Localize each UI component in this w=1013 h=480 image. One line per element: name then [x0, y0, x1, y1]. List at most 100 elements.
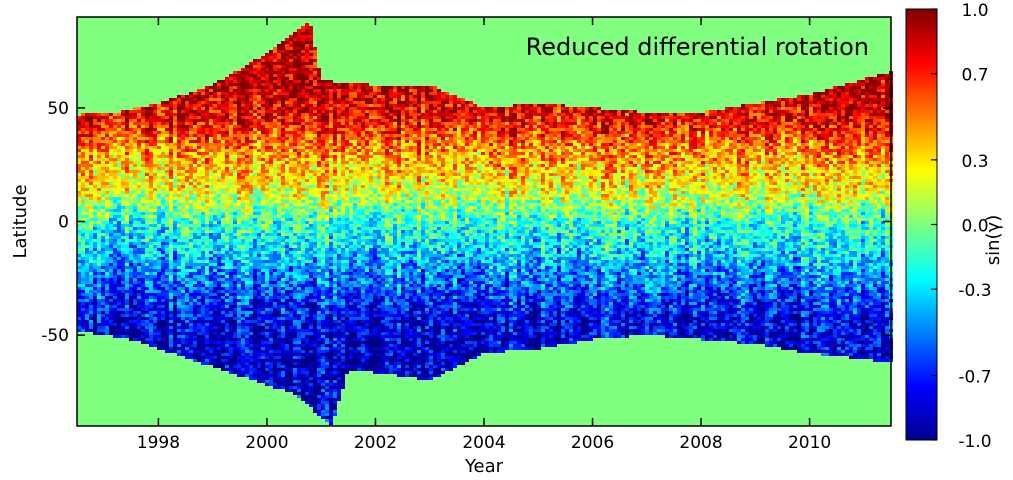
heatmap-cell — [213, 239, 217, 242]
heatmap-cell — [173, 347, 177, 350]
heatmap-cell — [113, 266, 117, 269]
heatmap-cell — [133, 206, 137, 209]
heatmap-cell — [233, 104, 237, 107]
heatmap-cell — [265, 284, 269, 287]
heatmap-cell — [265, 53, 269, 56]
heatmap-cell — [213, 140, 217, 143]
heatmap-cell — [125, 329, 129, 332]
heatmap-cell — [221, 233, 225, 236]
heatmap-cell — [153, 287, 157, 290]
heatmap-cell — [133, 116, 137, 119]
heatmap-cell — [197, 194, 201, 197]
heatmap-cell — [133, 317, 137, 320]
heatmap-cell — [229, 221, 233, 224]
heatmap-cell — [89, 179, 93, 182]
heatmap-cell — [93, 296, 97, 299]
heatmap-cell — [165, 101, 169, 104]
heatmap-cell — [221, 182, 225, 185]
heatmap-cell — [177, 116, 181, 119]
heatmap-cell — [213, 251, 217, 254]
heatmap-cell — [269, 62, 273, 65]
heatmap-cell — [81, 326, 85, 329]
heatmap-cell — [265, 167, 269, 170]
heatmap-cell — [85, 197, 89, 200]
heatmap-cell — [209, 284, 213, 287]
heatmap-cell — [277, 116, 281, 119]
heatmap-cell — [289, 368, 293, 371]
heatmap-cell — [201, 272, 205, 275]
heatmap-cell — [257, 263, 261, 266]
heatmap-cell — [241, 227, 245, 230]
heatmap-cell — [285, 83, 289, 86]
heatmap-cell — [161, 212, 165, 215]
heatmap-cell — [293, 374, 297, 377]
heatmap-cell — [229, 311, 233, 314]
heatmap-cell — [277, 320, 281, 323]
heatmap-cell — [169, 245, 173, 248]
heatmap-cell — [257, 377, 261, 380]
heatmap-cell — [261, 371, 265, 374]
heatmap-cell — [173, 164, 177, 167]
heatmap-cell — [169, 182, 173, 185]
heatmap-cell — [145, 173, 149, 176]
heatmap-cell — [213, 155, 217, 158]
heatmap-cell — [261, 233, 265, 236]
heatmap-cell — [121, 317, 125, 320]
heatmap-cell — [229, 101, 233, 104]
heatmap-cell — [229, 167, 233, 170]
heatmap-cell — [85, 278, 89, 281]
heatmap-cell — [225, 89, 229, 92]
heatmap-cell — [149, 245, 153, 248]
heatmap-cell — [149, 284, 153, 287]
heatmap-cell — [89, 221, 93, 224]
heatmap-cell — [205, 137, 209, 140]
heatmap-cell — [101, 242, 105, 245]
heatmap-cell — [157, 260, 161, 263]
heatmap-cell — [189, 203, 193, 206]
heatmap-cell — [137, 191, 141, 194]
heatmap-cell — [97, 305, 101, 308]
heatmap-cell — [241, 101, 245, 104]
heatmap-cell — [269, 149, 273, 152]
heatmap-cell — [125, 164, 129, 167]
heatmap-cell — [137, 173, 141, 176]
heatmap-cell — [197, 158, 201, 161]
heatmap-cell — [77, 125, 81, 128]
heatmap-cell — [137, 128, 141, 131]
heatmap-cell — [229, 347, 233, 350]
heatmap-cell — [217, 314, 221, 317]
heatmap-cell — [109, 263, 113, 266]
heatmap-cell — [205, 260, 209, 263]
heatmap-cell — [77, 212, 81, 215]
heatmap-cell — [221, 314, 225, 317]
heatmap-cell — [109, 290, 113, 293]
heatmap-cell — [265, 182, 269, 185]
heatmap-cell — [165, 284, 169, 287]
heatmap-cell — [129, 152, 133, 155]
heatmap-cell — [105, 260, 109, 263]
heatmap-cell — [93, 137, 97, 140]
heatmap-cell — [181, 347, 185, 350]
heatmap-cell — [201, 104, 205, 107]
heatmap-cell — [197, 254, 201, 257]
heatmap-cell — [109, 167, 113, 170]
heatmap-cell — [185, 314, 189, 317]
heatmap-cell — [85, 188, 89, 191]
heatmap-cell — [97, 227, 101, 230]
heatmap-cell — [173, 101, 177, 104]
heatmap-cell — [193, 329, 197, 332]
heatmap-cell — [185, 203, 189, 206]
heatmap-cell — [257, 80, 261, 83]
heatmap-cell — [125, 200, 129, 203]
heatmap-cell — [193, 194, 197, 197]
heatmap-cell — [265, 119, 269, 122]
heatmap-cell — [157, 326, 161, 329]
heatmap-cell — [81, 131, 85, 134]
heatmap-cell — [249, 71, 253, 74]
heatmap-cell — [125, 212, 129, 215]
heatmap-cell — [113, 203, 117, 206]
heatmap-cell — [173, 323, 177, 326]
heatmap-cell — [217, 320, 221, 323]
heatmap-cell — [253, 293, 257, 296]
heatmap-cell — [173, 236, 177, 239]
